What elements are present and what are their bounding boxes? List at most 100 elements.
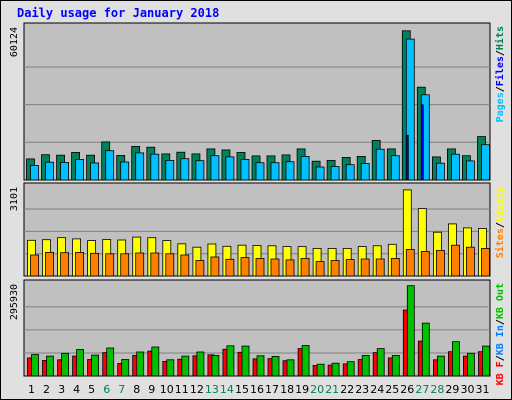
bar-pages-day-25 [390, 155, 400, 181]
bar-pages-day-4 [75, 158, 84, 181]
bar-sites-day-8 [135, 252, 145, 277]
bar-sites-day-21 [330, 260, 340, 277]
legend-entry: Pages [495, 92, 506, 122]
day-label-19: 19 [295, 383, 309, 396]
legend-entry: KB In [495, 325, 506, 355]
legend-entry: / [495, 50, 506, 56]
legend-entry: / [495, 222, 506, 228]
bar-kbout-day-6 [106, 347, 115, 377]
bar-sites-day-12 [195, 260, 205, 277]
bar-sites-day-17 [270, 258, 280, 277]
bar-sites-day-25 [390, 257, 400, 277]
bar-pages-day-9 [150, 153, 160, 181]
bar-sites-day-11 [180, 254, 190, 277]
bar-kbout-day-12 [196, 351, 205, 377]
bar-pages-day-26 [405, 38, 415, 181]
bar-kbout-day-25 [391, 354, 400, 377]
legend-entry: / [495, 355, 506, 361]
bar-sites-day-24 [375, 258, 385, 277]
bar-kbout-day-7 [121, 359, 130, 377]
bar-kbout-day-28 [436, 355, 445, 377]
legend-entry: Visits [494, 186, 506, 222]
bar-kbout-day-22 [346, 361, 355, 377]
bar-kbout-day-4 [76, 349, 84, 377]
day-label-14: 14 [220, 383, 234, 396]
bar-kbout-day-27 [421, 322, 430, 377]
bar-pages-day-18 [285, 161, 295, 181]
day-label-22: 22 [340, 383, 354, 396]
bar-pages-day-22 [345, 164, 355, 181]
bar-pages-day-20 [315, 166, 325, 181]
day-label-29: 29 [445, 383, 459, 396]
legend-entry: KB F [495, 361, 506, 385]
chart-title: Daily usage for January 2018 [17, 6, 220, 20]
bar-sites-day-30 [465, 246, 475, 277]
bar-pages-day-30 [465, 160, 475, 181]
bar-kbout-day-2 [46, 355, 54, 377]
day-label-16: 16 [250, 383, 264, 396]
panel-visits-sites-legend: Sites/Visits [494, 186, 506, 258]
bar-files-day-26 [405, 134, 409, 181]
bar-sites-day-3 [60, 252, 69, 277]
day-label-1: 1 [28, 383, 35, 396]
bar-kbout-day-23 [361, 354, 370, 377]
bar-sites-day-31 [481, 247, 490, 277]
bar-sites-day-26 [405, 249, 415, 277]
bar-pages-day-19 [300, 155, 310, 181]
bar-kbout-day-14 [226, 345, 235, 377]
bar-kbout-day-20 [316, 363, 325, 377]
legend-entry: / [495, 86, 506, 92]
bar-pages-day-23 [360, 163, 370, 181]
legend-entry: Files [494, 56, 506, 86]
day-label-21: 21 [325, 383, 339, 396]
day-label-9: 9 [148, 383, 155, 396]
bar-pages-day-7 [120, 161, 130, 181]
bar-pages-day-11 [180, 158, 190, 181]
bar-pages-day-12 [195, 160, 205, 181]
panel-visits-sites-max-label: 3101 [9, 187, 20, 211]
day-label-4: 4 [73, 383, 80, 396]
bar-sites-day-4 [75, 251, 84, 277]
panel-hits-files-pages-legend: Pages/Files/Hits [494, 26, 506, 122]
bar-sites-day-10 [165, 253, 175, 277]
bar-pages-day-31 [481, 144, 490, 181]
day-label-3: 3 [58, 383, 65, 396]
panel-kb-legend: KB F/KB In/KB Out [495, 283, 506, 385]
legend-entry: Sites [494, 228, 506, 258]
day-label-25: 25 [385, 383, 399, 396]
bar-pages-day-6 [105, 150, 115, 181]
day-label-30: 30 [461, 383, 475, 396]
bar-kbout-day-9 [151, 346, 160, 377]
day-label-23: 23 [355, 383, 369, 396]
bar-sites-day-7 [120, 253, 130, 277]
legend-entry: / [495, 319, 506, 325]
day-label-5: 5 [88, 383, 95, 396]
day-label-2: 2 [43, 383, 50, 396]
bar-kbout-day-24 [376, 348, 385, 377]
bar-sites-day-14 [225, 258, 235, 277]
day-label-7: 7 [118, 383, 125, 396]
bar-kbout-day-19 [301, 345, 310, 377]
bar-pages-day-28 [435, 162, 445, 181]
bar-kbout-day-16 [256, 355, 265, 377]
day-label-10: 10 [160, 383, 174, 396]
bar-pages-day-16 [255, 162, 265, 181]
bar-pages-day-14 [225, 156, 235, 181]
bar-sites-day-2 [45, 251, 54, 277]
day-label-6: 6 [103, 383, 110, 396]
legend-entry: KB Out [495, 283, 506, 319]
bar-kbout-day-17 [271, 355, 280, 377]
day-label-8: 8 [133, 383, 140, 396]
bar-kbout-day-21 [331, 362, 340, 377]
bar-kbout-day-30 [466, 352, 475, 377]
bar-kbout-day-1 [31, 354, 39, 377]
legend-entry: Hits [494, 26, 506, 50]
day-label-17: 17 [265, 383, 279, 396]
bar-kbout-day-15 [241, 345, 250, 377]
bar-sites-day-19 [300, 257, 310, 277]
bar-sites-day-16 [255, 257, 265, 277]
day-label-27: 27 [415, 383, 429, 396]
bar-kbout-day-3 [61, 352, 69, 377]
day-label-28: 28 [430, 383, 444, 396]
bar-sites-day-13 [210, 256, 220, 277]
